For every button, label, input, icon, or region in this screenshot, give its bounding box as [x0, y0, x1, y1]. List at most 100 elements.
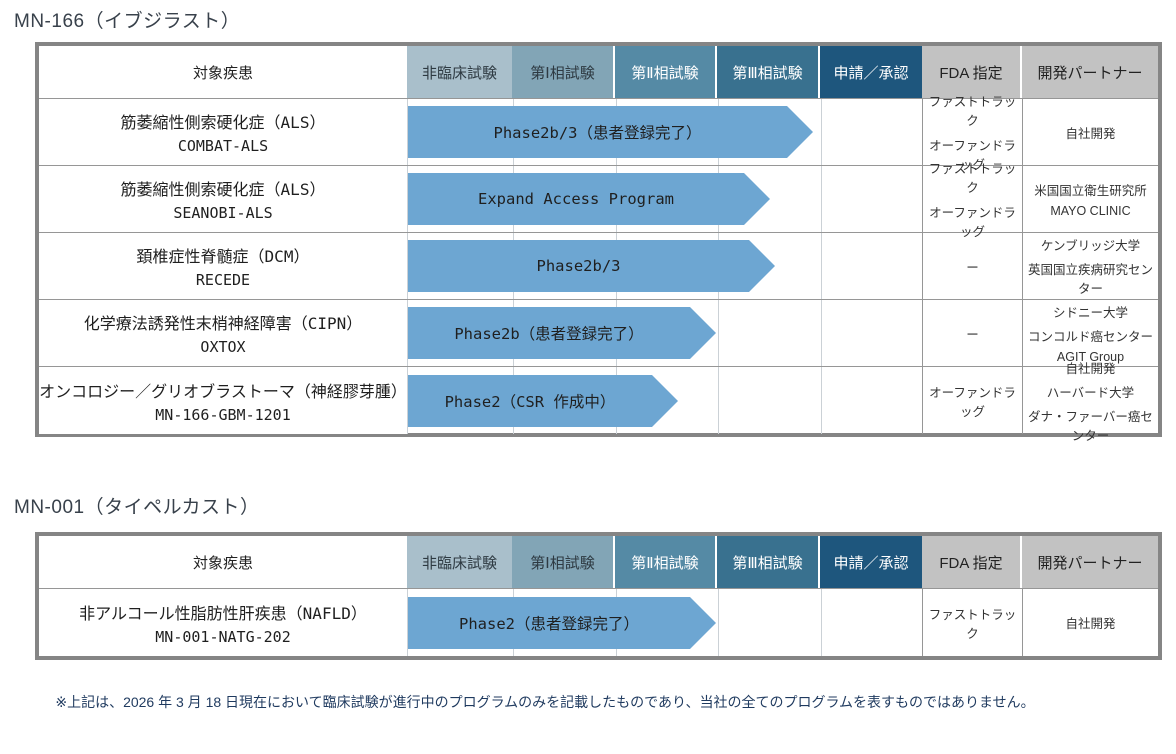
progress-arrow: Phase2b/3 — [408, 240, 775, 292]
partner-cell: 米国国立衛生研究所 MAYO CLINIC — [1022, 166, 1158, 232]
disease-cell: 非アルコール性脂肪性肝疾患（NAFLD） MN-001-NATG-202 — [39, 589, 407, 656]
phase-track: Expand Access Program — [407, 166, 922, 232]
partner-cell: シドニー大学 コンコルド癌センター AGIT Group — [1022, 300, 1158, 366]
disease-name: 非アルコール性脂肪性肝疾患（NAFLD） — [79, 603, 367, 623]
table-row: 化学療法誘発性末梢神経障害（CIPN） OXTOX Phase2b（患者登録完了… — [39, 299, 1158, 366]
table-row: 頚椎症性脊髄症（DCM） RECEDE Phase2b/3 ー ケンブリッジ大学… — [39, 232, 1158, 299]
fda-designation: ファストトラック — [928, 95, 1017, 128]
phase-track: Phase2（患者登録完了） — [407, 589, 922, 656]
trial-code: OXTOX — [200, 338, 246, 356]
fda-designation-cell: ファストトラック オーファンドラッグ — [922, 162, 1022, 239]
fda-designation-cell: オーファンドラッグ — [922, 367, 1022, 434]
phase-track: Phase2b（患者登録完了） — [407, 300, 922, 366]
phase-track: Phase2b/3 — [407, 233, 922, 299]
partner-name: MAYO CLINIC — [1050, 204, 1131, 218]
table-header-row: 対象疾患 非臨床試験 第Ⅰ相試験 第Ⅱ相試験 第Ⅲ相試験 申請／承認 FDA 指… — [39, 536, 1158, 588]
table-header-row: 対象疾患 非臨床試験 第Ⅰ相試験 第Ⅱ相試験 第Ⅲ相試験 申請／承認 FDA 指… — [39, 46, 1158, 98]
progress-arrow: Phase2b（患者登録完了） — [408, 307, 716, 359]
disease-name: オンコロジー／グリオブラストーマ（神経膠芽腫） — [39, 381, 407, 401]
column-gridline — [821, 300, 822, 366]
partner-cell: 自社開発 — [1022, 589, 1158, 656]
disease-name: 頚椎症性脊髄症（DCM） — [136, 247, 310, 266]
disease-cell: 筋萎縮性側索硬化症（ALS） SEANOBI-ALS — [39, 166, 407, 232]
header-cell-nonclinical: 非臨床試験 — [407, 536, 512, 588]
progress-arrow-label: Phase2（患者登録完了） — [459, 615, 639, 633]
disease-name: 化学療法誘発性末梢神経障害（CIPN） — [83, 314, 363, 333]
header-cell-nonclinical: 非臨床試験 — [407, 46, 512, 98]
header-cell-phase2: 第Ⅱ相試験 — [615, 536, 717, 588]
progress-arrow: Phase2（CSR 作成中） — [408, 375, 678, 427]
disease-cell: 筋萎縮性側索硬化症（ALS） COMBAT-ALS — [39, 99, 407, 165]
header-cell-fda: FDA 指定 — [922, 536, 1022, 588]
disease-cell: オンコロジー／グリオブラストーマ（神経膠芽腫） MN-166-GBM-1201 — [39, 367, 407, 434]
disease-name: 筋萎縮性側索硬化症（ALS） — [120, 113, 326, 132]
progress-arrow-label: Phase2（CSR 作成中） — [444, 393, 616, 411]
fda-designation: オーファンドラッグ — [929, 385, 1016, 419]
progress-arrow-label: Phase2b/3（患者登録完了） — [493, 124, 702, 142]
table-row: 非アルコール性脂肪性肝疾患（NAFLD） MN-001-NATG-202 Pha… — [39, 588, 1158, 656]
fda-designation-cell: ー — [922, 233, 1022, 299]
partner-name: コンコルド癌センター — [1027, 330, 1153, 344]
partner-name: ハーバード大学 — [1046, 385, 1135, 400]
partner-name: 自社開発 — [1065, 361, 1116, 376]
trial-code: MN-001-NATG-202 — [155, 627, 291, 646]
progress-arrow: Phase2（患者登録完了） — [408, 597, 716, 649]
partner-name: ケンブリッジ大学 — [1040, 239, 1141, 253]
pipeline-table-mn166: 対象疾患 非臨床試験 第Ⅰ相試験 第Ⅱ相試験 第Ⅲ相試験 申請／承認 FDA 指… — [35, 42, 1162, 443]
section-title-mn001: MN-001（タイペルカスト） — [14, 497, 260, 518]
progress-arrow-label: Phase2b/3 — [536, 257, 621, 275]
header-cell-fda: FDA 指定 — [922, 46, 1022, 98]
fda-designation: ファストトラック — [928, 162, 1017, 195]
partner-name: 自社開発 — [1065, 617, 1116, 631]
partner-cell: 自社開発 ハーバード大学 ダナ・ファーバー癌センター — [1022, 362, 1158, 443]
footnote: ※上記は、2026 年 3 月 18 日現在において臨床試験が進行中のプログラム… — [55, 694, 1035, 710]
table-row: 筋萎縮性側索硬化症（ALS） SEANOBI-ALS Expand Access… — [39, 162, 1158, 239]
column-gridline — [821, 99, 822, 165]
partner-name: 米国国立衛生研究所 — [1034, 184, 1147, 198]
header-cell-approval: 申請／承認 — [820, 46, 922, 98]
header-cell-approval: 申請／承認 — [820, 536, 922, 588]
progress-arrow-label: Expand Access Program — [478, 190, 674, 208]
partner-name: 英国国立疾病研究センター — [1027, 263, 1153, 296]
table-row: オンコロジー／グリオブラストーマ（神経膠芽腫） MN-166-GBM-1201 … — [39, 362, 1158, 443]
column-gridline — [718, 589, 719, 656]
partner-name: 自社開発 — [1065, 126, 1116, 141]
partner-name: AGIT Group — [1056, 350, 1125, 364]
header-cell-phase1: 第Ⅰ相試験 — [512, 536, 615, 588]
fda-designation: ー — [966, 260, 979, 275]
section-title-mn166: MN-166（イブジラスト） — [14, 11, 241, 32]
header-cell-phase3: 第Ⅲ相試験 — [717, 536, 820, 588]
phase-track: Phase2（CSR 作成中） — [407, 367, 922, 434]
phase-track: Phase2b/3（患者登録完了） — [407, 99, 922, 165]
fda-designation: オーファンドラッグ — [929, 206, 1016, 239]
header-cell-phase1: 第Ⅰ相試験 — [512, 46, 615, 98]
progress-arrow: Expand Access Program — [408, 173, 770, 225]
fda-designation-cell: ー — [922, 300, 1022, 366]
header-cell-phase3: 第Ⅲ相試験 — [717, 46, 820, 98]
header-cell-disease: 対象疾患 — [39, 536, 407, 588]
progress-arrow-label: Phase2b（患者登録完了） — [454, 325, 644, 343]
column-gridline — [718, 300, 719, 366]
partner-name: シドニー大学 — [1052, 306, 1128, 320]
trial-code: RECEDE — [195, 271, 251, 289]
fda-designation: オーファンドラッグ — [929, 139, 1016, 172]
progress-arrow: Phase2b/3（患者登録完了） — [408, 106, 813, 158]
partner-cell: ケンブリッジ大学 英国国立疾病研究センター — [1022, 233, 1158, 299]
column-gridline — [821, 166, 822, 232]
header-cell-partner: 開発パートナー — [1022, 536, 1158, 588]
header-cell-disease: 対象疾患 — [39, 46, 407, 98]
trial-code: MN-166-GBM-1201 — [155, 405, 291, 424]
fda-designation-cell: ファストトラック — [922, 589, 1022, 656]
header-cell-partner: 開発パートナー — [1022, 46, 1158, 98]
partner-cell: 自社開発 — [1022, 99, 1158, 165]
disease-cell: 化学療法誘発性末梢神経障害（CIPN） OXTOX — [39, 300, 407, 366]
column-gridline — [718, 367, 719, 434]
disease-name: 筋萎縮性側索硬化症（ALS） — [120, 180, 326, 199]
fda-designation: ファストトラック — [928, 607, 1017, 641]
trial-code: COMBAT-ALS — [177, 137, 269, 155]
trial-code: SEANOBI-ALS — [173, 204, 273, 222]
partner-name: ダナ・ファーバー癌センター — [1028, 409, 1153, 443]
fda-designation-cell: ファストトラック オーファンドラッグ — [922, 95, 1022, 172]
header-cell-phase2: 第Ⅱ相試験 — [615, 46, 717, 98]
